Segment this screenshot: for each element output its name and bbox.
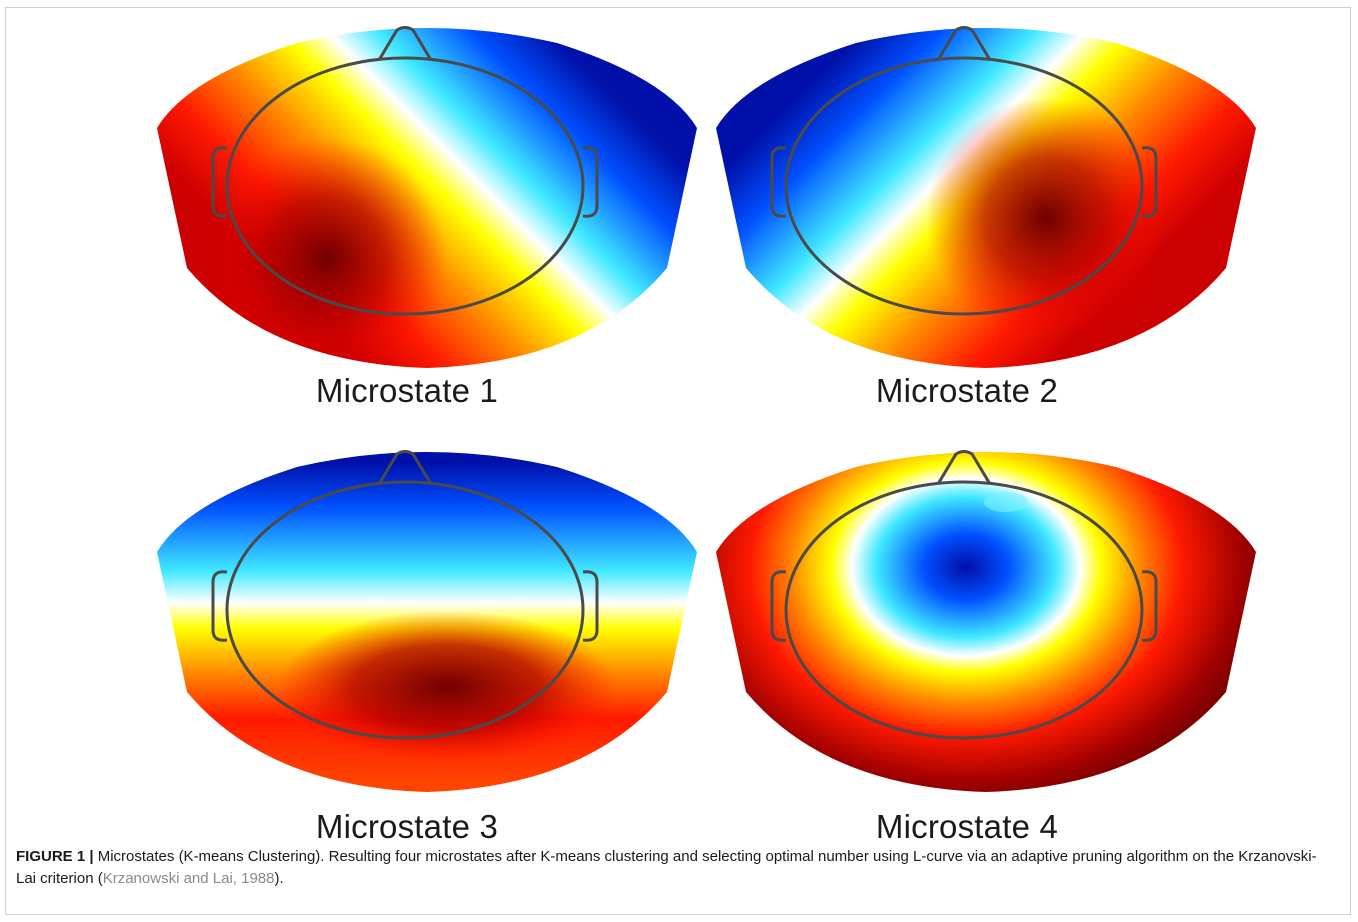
microstate-1-label: Microstate 1 — [315, 372, 499, 409]
microstate-3-label: Microstate 3 — [315, 808, 499, 845]
nose-outline — [936, 450, 992, 485]
figure-caption: FIGURE 1 | Microstates (K-means Clusteri… — [16, 846, 1336, 890]
microstate-1-map — [147, 18, 707, 398]
head-outline — [225, 56, 585, 316]
microstate-2-label: Microstate 2 — [875, 372, 1059, 409]
nose-outline — [377, 26, 433, 61]
microstate-4-map — [706, 442, 1266, 822]
head-outline — [784, 56, 1144, 316]
left-ear-outline — [770, 146, 787, 218]
left-ear-outline — [770, 570, 787, 642]
head-outline — [784, 480, 1144, 740]
nose-outline — [377, 450, 433, 485]
microstate-3-map — [147, 442, 707, 822]
right-ear-outline — [582, 570, 599, 642]
microstate-2-map — [706, 18, 1266, 398]
caption-text: Microstates (K-means Clustering). Result… — [16, 848, 1317, 887]
right-ear-outline — [582, 146, 599, 218]
right-ear-outline — [1141, 146, 1158, 218]
right-ear-outline — [1141, 570, 1158, 642]
left-ear-outline — [211, 146, 228, 218]
microstate-4-label: Microstate 4 — [875, 808, 1059, 845]
left-ear-outline — [211, 570, 228, 642]
figure-label: FIGURE 1 | — [16, 848, 94, 865]
head-outline — [225, 480, 585, 740]
citation-link[interactable]: Krzanowski and Lai, 1988 — [102, 870, 275, 887]
figure-frame — [5, 7, 1351, 915]
nose-outline — [936, 26, 992, 61]
caption-text-end: ). — [274, 870, 284, 887]
